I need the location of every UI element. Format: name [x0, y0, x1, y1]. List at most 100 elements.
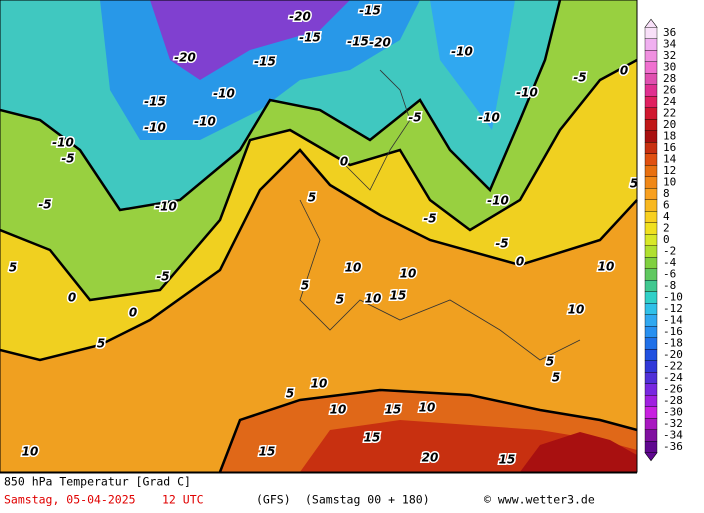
contour-label: 10 [568, 303, 585, 317]
contour-label: 20 [422, 451, 439, 465]
colorbar-label: 22 [663, 107, 676, 120]
contour-label: -10 [144, 121, 166, 135]
colorbar-swatch [644, 153, 658, 166]
coastline [299, 199, 581, 361]
contour-label: -5 [61, 152, 74, 166]
contour-label: -5 [573, 71, 586, 85]
colorbar-label: 26 [663, 84, 676, 97]
colorbar-label: 16 [663, 141, 676, 154]
contour-label: 5 [97, 337, 105, 351]
colorbar-swatch [644, 234, 658, 246]
colorbar-label: 6 [663, 199, 670, 212]
colorbar-swatch [644, 280, 658, 292]
colorbar-label: -6 [663, 268, 676, 281]
contour-label: -5 [156, 270, 169, 284]
colorbar-swatch [644, 38, 658, 51]
colorbar-swatch [644, 349, 658, 361]
contour-label: 5 [336, 293, 344, 307]
footer-title: 850 hPa Temperatur [Grad C] [4, 475, 191, 489]
contour-label: 5 [301, 279, 309, 293]
contour-label: -15 [144, 95, 166, 109]
colorbar-label: -30 [663, 406, 683, 419]
colorbar-swatch [644, 107, 658, 120]
colorbar-cap [644, 18, 658, 28]
colorbar-swatch [644, 337, 658, 350]
contour-label: -5 [495, 237, 508, 251]
contour-label: 10 [400, 267, 417, 281]
footer-date: Samstag, 05-04-2025 [4, 493, 136, 507]
contour-label: -10 [52, 136, 74, 150]
colorbar-swatch [644, 84, 658, 97]
colorbar-label: 2 [663, 222, 670, 235]
colorbar-swatch [644, 73, 658, 85]
colorbar-label: 18 [663, 130, 676, 143]
contour-label: 5 [546, 355, 554, 369]
colorbar-swatch [644, 395, 658, 407]
contour-label: 5 [308, 191, 316, 205]
footer-credit: © www.wetter3.de [484, 493, 595, 507]
colorbar-label: -26 [663, 383, 683, 396]
contour-label: 10 [345, 261, 362, 275]
contour [0, 58, 638, 302]
contour-label: -5 [408, 111, 421, 125]
contour-label: -20 [289, 10, 311, 24]
colorbar-label: -18 [663, 337, 683, 350]
colorbar-swatch [644, 429, 658, 442]
contour-label: -10 [155, 200, 177, 214]
contour-label: 15 [364, 431, 381, 445]
footer-time: 12 UTC [162, 493, 204, 507]
colorbar-label: -20 [663, 348, 683, 361]
contour-label: -15 [359, 4, 381, 18]
colorbar-swatch [644, 314, 658, 327]
colorbar-swatch [644, 303, 658, 315]
contour [0, 0, 562, 212]
colorbar-swatch [644, 418, 658, 430]
very-cold-area [150, 0, 350, 80]
colorbar-label: 12 [663, 164, 676, 177]
colorbar-label: -14 [663, 314, 683, 327]
colorbar-swatch [644, 199, 658, 212]
colorbar-swatch [644, 165, 658, 177]
colorbar-label: -8 [663, 279, 676, 292]
contour-label: 5 [630, 177, 638, 191]
contour-label: -15 [254, 55, 276, 69]
colorbar-label: 34 [663, 38, 677, 51]
contour-label: 0 [516, 255, 524, 269]
colorbar-label: -4 [663, 256, 677, 269]
contour-label: -15 [299, 31, 321, 45]
colorbar-swatch [644, 406, 658, 419]
contour-label: -5 [38, 198, 51, 212]
colorbar-label: -34 [663, 429, 683, 442]
contour-label: -10 [516, 86, 538, 100]
contour-label: 15 [385, 403, 402, 417]
colorbar-label: -28 [663, 394, 683, 407]
contour-label: 0 [129, 306, 137, 320]
contour-label: 0 [340, 155, 348, 169]
colorbar-swatch [644, 257, 658, 269]
colorbar-swatch [644, 326, 658, 338]
contour-label: 15 [259, 445, 276, 459]
contour-label: 15 [499, 453, 516, 467]
contour-label: -10 [487, 194, 509, 208]
contour-label: 10 [598, 260, 615, 274]
colorbar-swatch [644, 96, 658, 108]
colorbar-label: 24 [663, 95, 677, 108]
colorbar-swatch [644, 383, 658, 396]
contour-label: 10 [22, 445, 39, 459]
contour-label: -15 [347, 35, 369, 49]
colorbar-swatch [644, 119, 658, 131]
colorbar-swatch [644, 245, 658, 258]
colorbar-label: 10 [663, 176, 676, 189]
contour-label: 5 [286, 387, 294, 401]
colorbar-swatch [644, 176, 658, 189]
colorbar-label: -10 [663, 291, 683, 304]
contour-label: 10 [330, 403, 347, 417]
colorbar-label: 32 [663, 49, 676, 62]
footer-run: (Samstag 00 + 180) [305, 493, 430, 507]
colorbar-label: 14 [663, 153, 677, 166]
colorbar-swatch [644, 188, 658, 200]
colorbar-label: -12 [663, 302, 683, 315]
colorbar-swatch [644, 268, 658, 281]
